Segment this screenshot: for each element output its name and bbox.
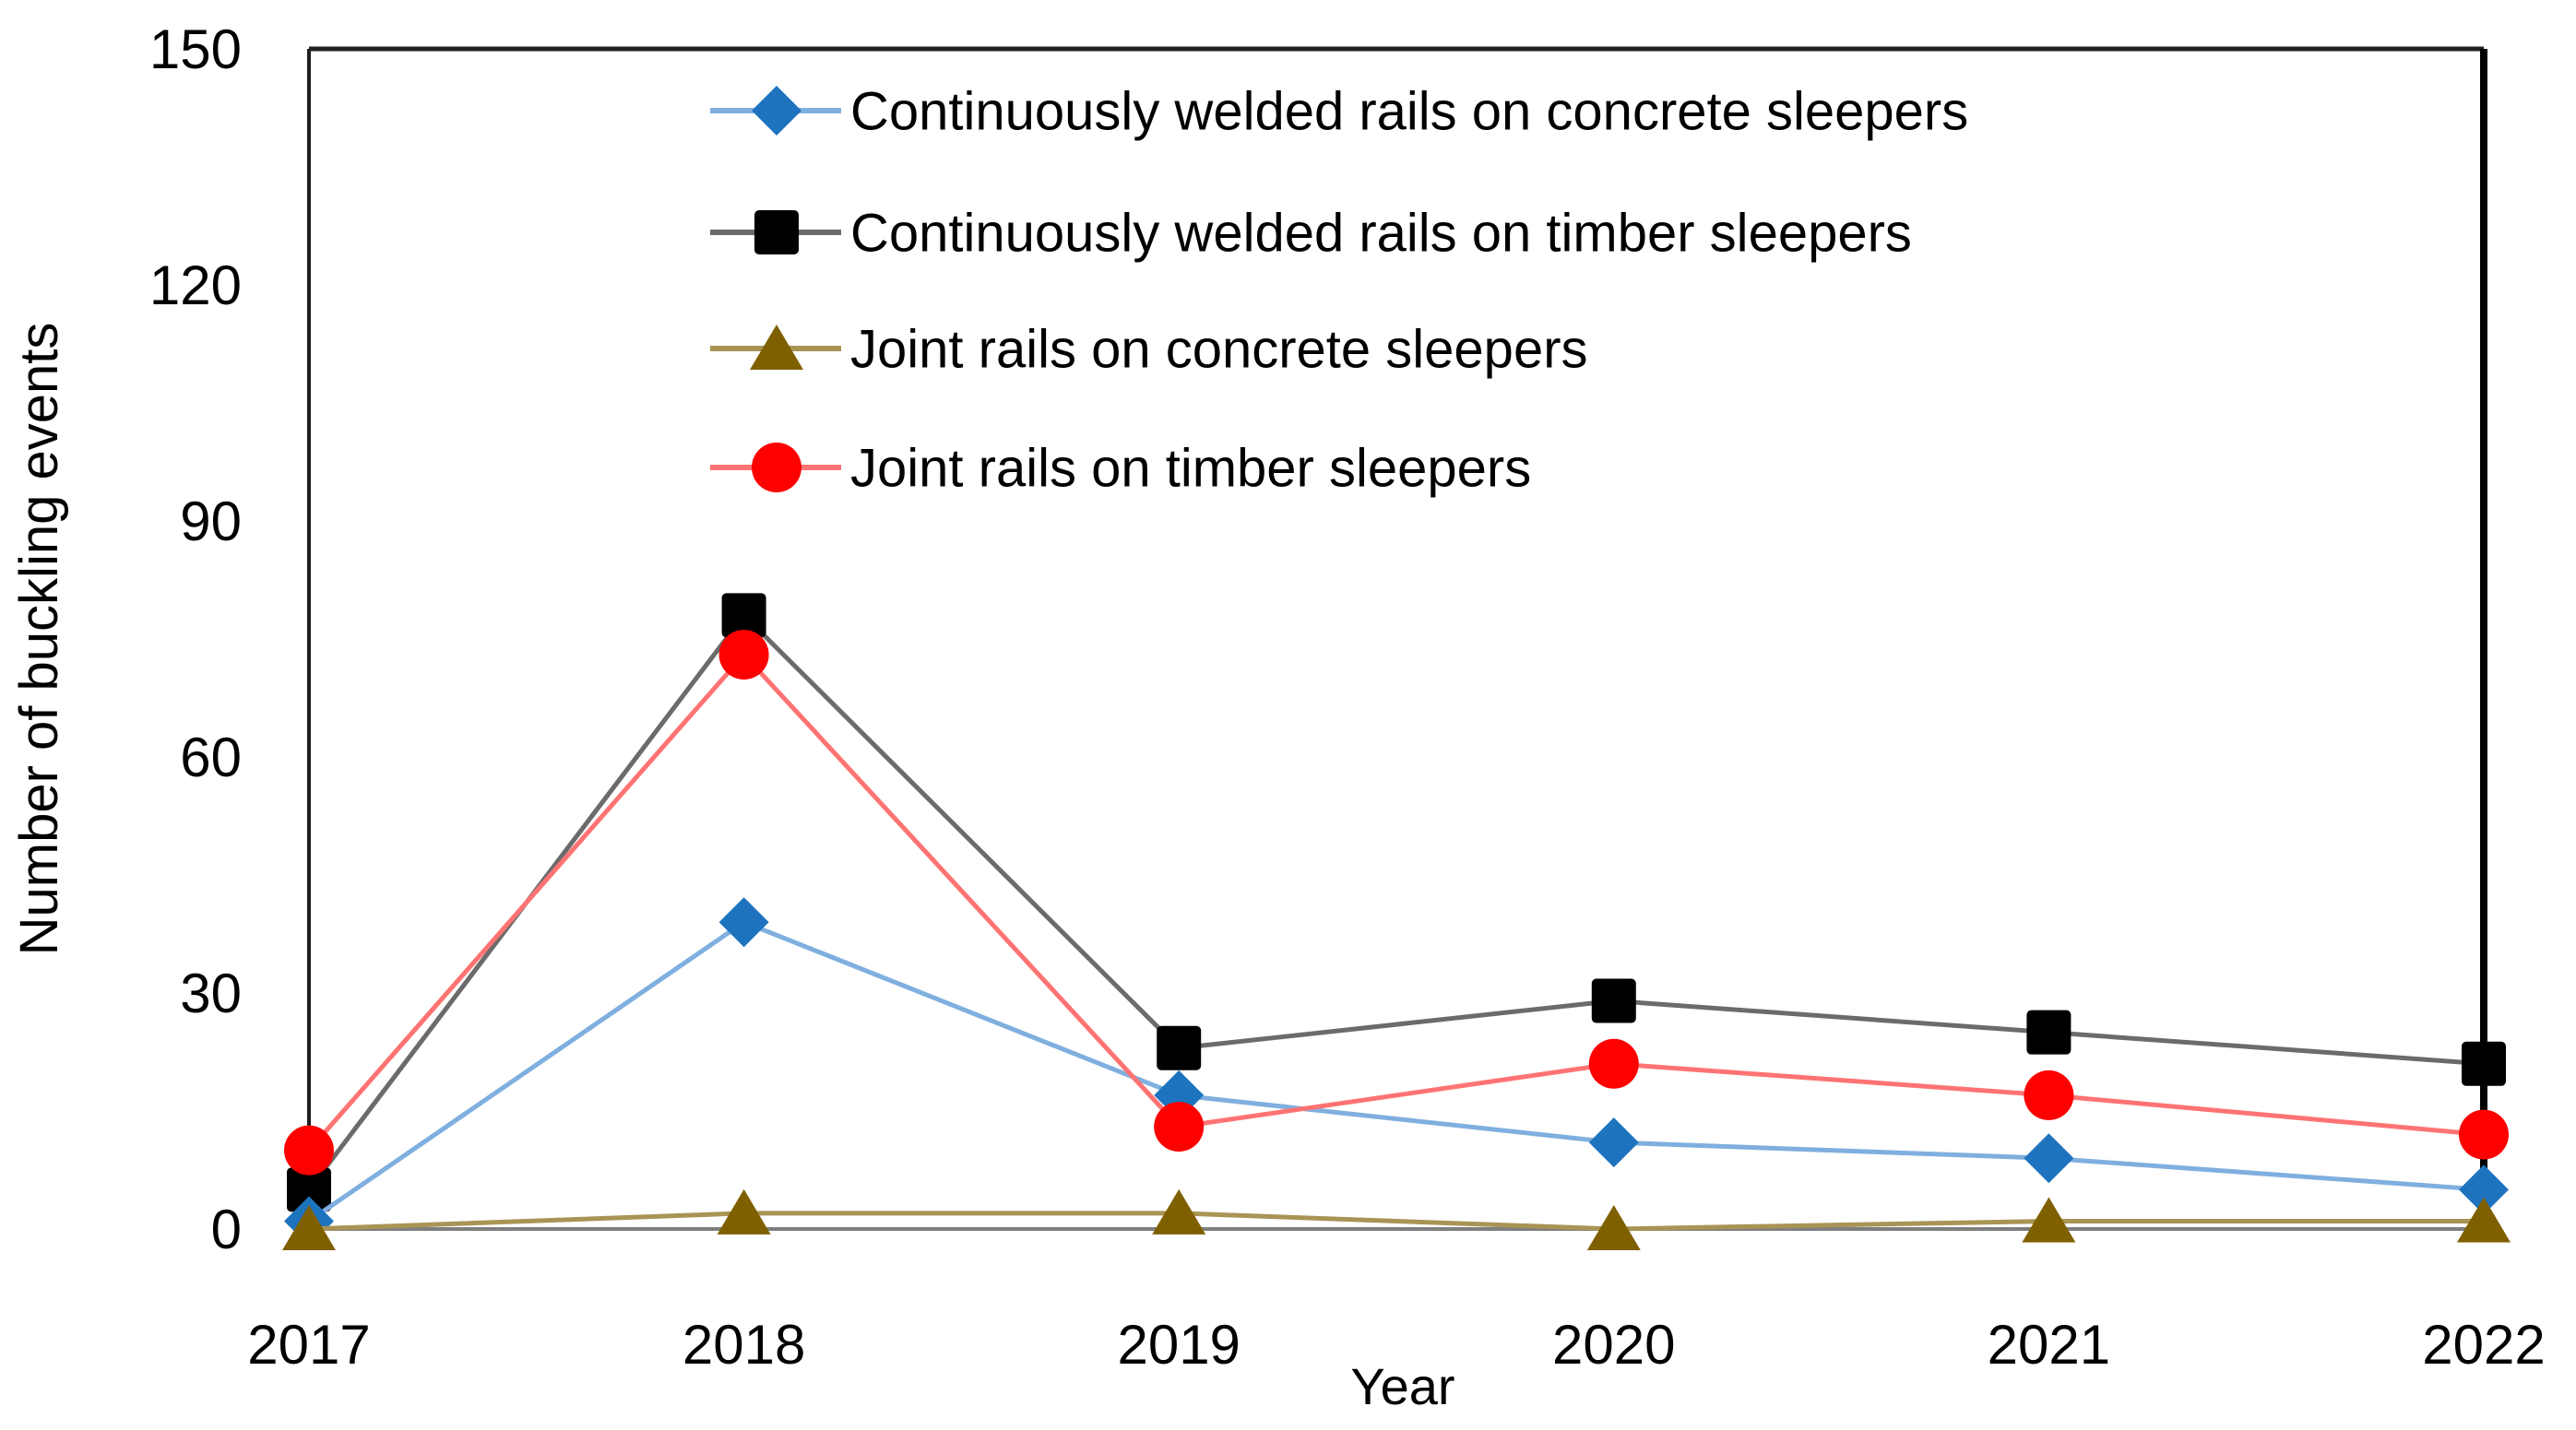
data-point-marker-diamond: [2024, 1133, 2074, 1184]
data-point-marker-circle: [2459, 1109, 2509, 1160]
data-point-marker-square: [721, 593, 766, 638]
y-tick-label: 0: [211, 1199, 242, 1260]
legend-marker-circle-icon: [752, 443, 801, 492]
legend-marker-triangle-icon: [750, 325, 803, 370]
data-point-marker-diamond: [718, 897, 769, 948]
x-axis-title: Year: [1350, 1357, 1454, 1415]
data-point-marker-triangle: [717, 1188, 771, 1235]
legend-item: Joint rails on concrete sleepers: [710, 319, 1588, 379]
legend-label: Continuously welded rails on concrete sl…: [850, 81, 1968, 141]
x-tick-label: 2019: [1117, 1314, 1240, 1376]
data-point-marker-circle: [1588, 1038, 1639, 1089]
data-point-marker-circle: [718, 630, 769, 680]
y-axis-title: Number of buckling events: [9, 323, 69, 956]
data-point-marker-diamond: [2459, 1164, 2509, 1215]
legend-item: Continuously welded rails on timber slee…: [710, 203, 1912, 263]
data-point-marker-square: [1157, 1025, 1202, 1070]
y-tick-label: 90: [180, 490, 242, 552]
series-line: [307, 651, 2485, 1152]
series-circle: [284, 630, 2509, 1176]
y-tick-label: 120: [149, 254, 242, 316]
data-point-marker-triangle: [1586, 1205, 1641, 1250]
data-point-marker-square: [2026, 1010, 2071, 1055]
x-tick-label: 2017: [247, 1314, 370, 1376]
data-point-marker-circle: [1154, 1102, 1205, 1152]
series-line: [307, 919, 2485, 1223]
legend-label: Continuously welded rails on timber slee…: [850, 203, 1912, 263]
y-tick-label: 150: [149, 18, 242, 80]
x-tick-label: 2020: [1552, 1314, 1675, 1376]
plot-frame: [307, 46, 2487, 1231]
axis-tick-labels: 0 30 60 90 120 150 2017 2018 2019 2020 2021 2022: [149, 18, 2546, 1376]
x-tick-label: 2022: [2422, 1314, 2545, 1376]
legend-label: Joint rails on concrete sleepers: [850, 319, 1588, 379]
data-point-marker-diamond: [1588, 1117, 1639, 1168]
data-series: [282, 593, 2511, 1250]
legend-item: Continuously welded rails on concrete sl…: [710, 81, 1968, 141]
legend: Continuously welded rails on concrete sl…: [710, 81, 1968, 498]
data-point-marker-circle: [2024, 1070, 2074, 1120]
legend-marker-square-icon: [754, 210, 799, 254]
data-point-marker-triangle: [282, 1205, 336, 1250]
data-point-marker-circle: [284, 1125, 334, 1176]
series-square: [287, 593, 2506, 1212]
data-point-marker-square: [287, 1167, 331, 1212]
data-point-marker-triangle: [2457, 1197, 2511, 1243]
data-point-marker-triangle: [2022, 1197, 2076, 1243]
series-triangle: [282, 1188, 2511, 1250]
x-tick-label: 2018: [683, 1314, 805, 1376]
y-tick-label: 30: [180, 963, 242, 1024]
legend-label: Joint rails on timber sleepers: [850, 438, 1531, 498]
y-tick-label: 60: [180, 727, 242, 788]
series-line: [307, 611, 2485, 1191]
data-point-marker-triangle: [1152, 1188, 1206, 1235]
legend-item: Joint rails on timber sleepers: [710, 438, 1531, 498]
series-diamond: [284, 897, 2509, 1247]
x-tick-label: 2021: [1988, 1314, 2110, 1376]
data-point-marker-square: [2462, 1041, 2506, 1086]
legend-marker-diamond-icon: [752, 86, 801, 136]
data-point-marker-square: [1591, 978, 1636, 1023]
series-line: [308, 1211, 2484, 1232]
